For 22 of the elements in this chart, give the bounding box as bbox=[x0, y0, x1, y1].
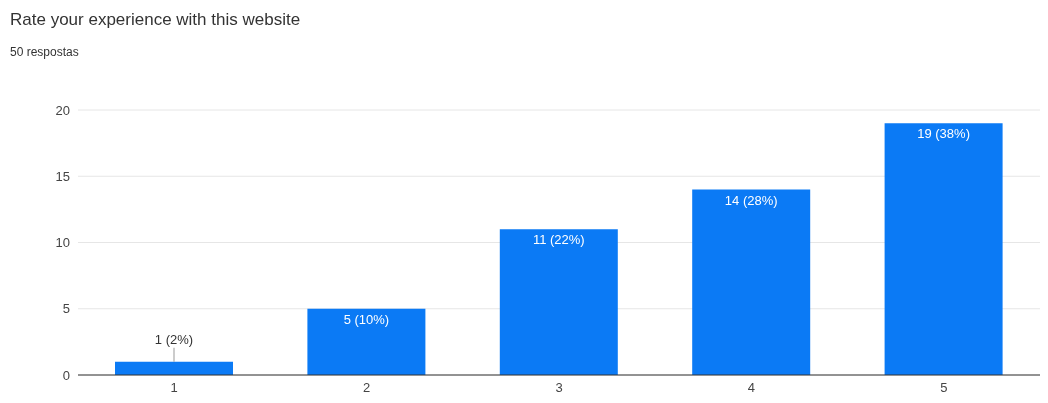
y-tick-label: 5 bbox=[62, 301, 70, 317]
x-tick-label: 5 bbox=[940, 380, 948, 396]
data-label: 19 (38%) bbox=[917, 126, 970, 142]
y-tick-label: 15 bbox=[55, 168, 70, 184]
data-label: 14 (28%) bbox=[724, 192, 778, 208]
bar bbox=[307, 308, 426, 375]
data-label: 11 (22%) bbox=[532, 232, 585, 248]
bar bbox=[692, 189, 811, 375]
bar bbox=[115, 361, 233, 375]
chart-subtitle: 50 respostas bbox=[10, 45, 79, 59]
x-tick-label: 2 bbox=[362, 380, 371, 396]
data-label: 5 (10%) bbox=[343, 311, 390, 327]
x-tick-label: 4 bbox=[747, 380, 756, 396]
bar bbox=[499, 229, 618, 375]
chart-title: Rate your experience with this website bbox=[10, 10, 301, 30]
x-tick-label: 3 bbox=[555, 380, 563, 396]
bar bbox=[884, 123, 1003, 375]
y-tick-label: 0 bbox=[62, 367, 70, 383]
y-tick-label: 20 bbox=[55, 102, 70, 118]
data-label: 1 (2%) bbox=[154, 331, 194, 347]
y-tick-label: 10 bbox=[55, 235, 70, 251]
x-tick-label: 1 bbox=[170, 380, 178, 396]
